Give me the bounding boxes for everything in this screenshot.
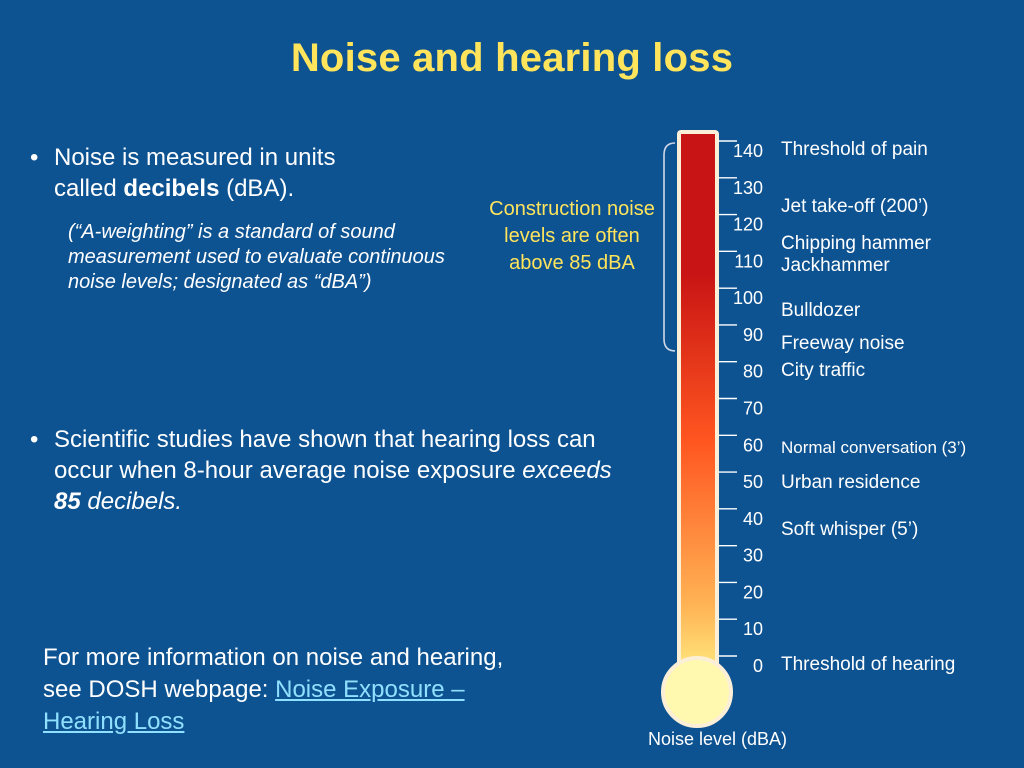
tick-label-70: 70 (743, 399, 763, 419)
tick-label-130: 130 (733, 178, 763, 198)
tick-label-100: 100 (733, 288, 763, 308)
annotation-label: City traffic (781, 359, 866, 381)
bullet-symbol: • (30, 144, 39, 171)
tick-label-140: 140 (733, 141, 763, 161)
bullet-decibels-line2-pre: called (54, 175, 124, 202)
dosh-noise-link[interactable]: Noise Exposure – Hearing Loss (43, 676, 465, 735)
tick-label-50: 50 (743, 472, 763, 492)
bullet-decibels-line2-post: (dBA). (219, 175, 295, 202)
annotation-label: Threshold of hearing (781, 654, 956, 675)
tick-label-10: 10 (743, 619, 763, 639)
footer-text: For more information on noise and hearin… (43, 644, 504, 703)
annotation-label: Jackhammer (781, 255, 890, 277)
annotation-label: Freeway noise (781, 332, 905, 354)
a-weighting-note: (“A-weighting” is a standard of sound me… (68, 221, 445, 293)
annotation-label: Urban residence (781, 472, 921, 494)
annotation-label: Normal conversation (3’) (781, 438, 967, 458)
annotation-label: Bulldozer (781, 300, 861, 322)
bullet-hearing-loss-em1: exceeds (522, 457, 612, 484)
tick-label-80: 80 (743, 362, 763, 382)
annotation-label: Chipping hammer (781, 232, 931, 254)
tick-label-20: 20 (743, 582, 763, 602)
bullet-hearing-loss-85: 85 (54, 488, 81, 515)
thermometer-tube (681, 134, 715, 690)
construction-noise-note: Construction noise levels are often abov… (489, 198, 655, 274)
bullet-decibels-bold: decibels (123, 175, 220, 202)
tick-label-110: 110 (734, 251, 763, 271)
tick-label-0: 0 (753, 656, 763, 676)
tick-label-90: 90 (743, 325, 763, 345)
tick-label-120: 120 (733, 215, 763, 235)
tick-label-30: 30 (743, 546, 763, 566)
slide-title: Noise and hearing loss (290, 36, 734, 80)
annotation-label: Jet take-off (200’) (781, 195, 929, 217)
bullet-symbol: • (30, 426, 39, 453)
tick-label-60: 60 (743, 435, 763, 455)
annotation-label: Soft whisper (5’) (781, 518, 919, 540)
footer-info: For more information on noise and hearin… (43, 642, 523, 738)
bullet-hearing-loss: • Scientific studies have shown that hea… (30, 424, 614, 517)
tick-label-40: 40 (743, 509, 763, 529)
construction-bracket (663, 142, 676, 352)
bullet-decibels-line1: Noise is measured in units (54, 144, 336, 171)
bullet-hearing-loss-text: Scientific studies have shown that heari… (54, 426, 596, 484)
bullet-decibels: • Noise is measured in units called deci… (30, 142, 424, 204)
annotation-label: Threshold of pain (781, 139, 928, 160)
y-axis-title: Noise level (dBA) (648, 729, 788, 749)
bullet-hearing-loss-em2: decibels. (80, 488, 183, 515)
thermometer-bulb (661, 656, 733, 728)
